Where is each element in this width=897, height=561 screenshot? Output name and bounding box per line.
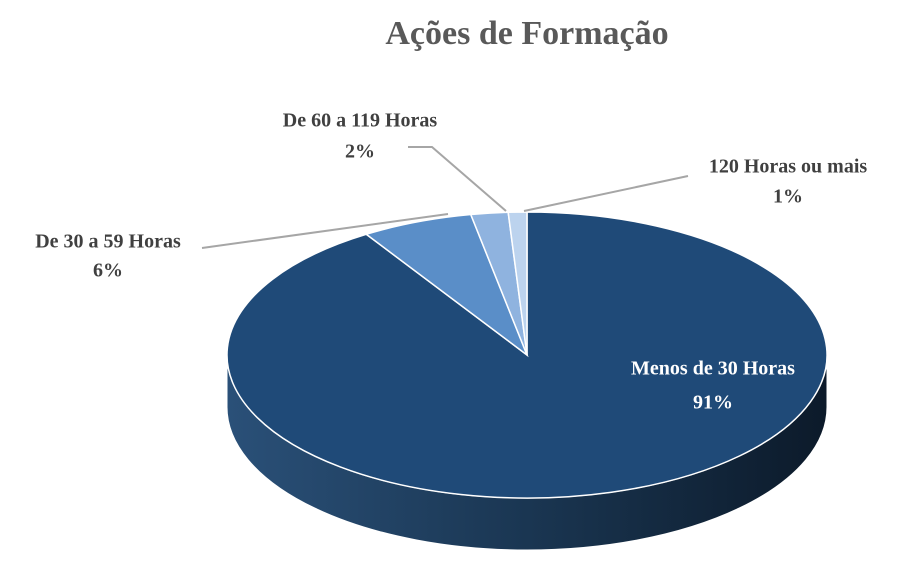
slice-value: 1% [773,186,803,208]
slice-label: De 30 a 59 Horas [35,231,181,253]
slice-label: De 60 a 119 Horas [283,110,438,132]
chart-title: Ações de Formação [385,15,668,52]
pie-slice [507,211,528,356]
slice-value: 2% [345,141,375,163]
leader-line [408,146,507,212]
slice-value: 6% [93,260,123,282]
pie-slice [226,211,828,499]
leader-line [523,175,689,212]
slice-value: 91% [693,392,733,414]
leader-line [201,213,449,249]
slice-label: Menos de 30 Horas [631,358,795,380]
slice-label: 120 Horas ou mais [709,156,868,178]
